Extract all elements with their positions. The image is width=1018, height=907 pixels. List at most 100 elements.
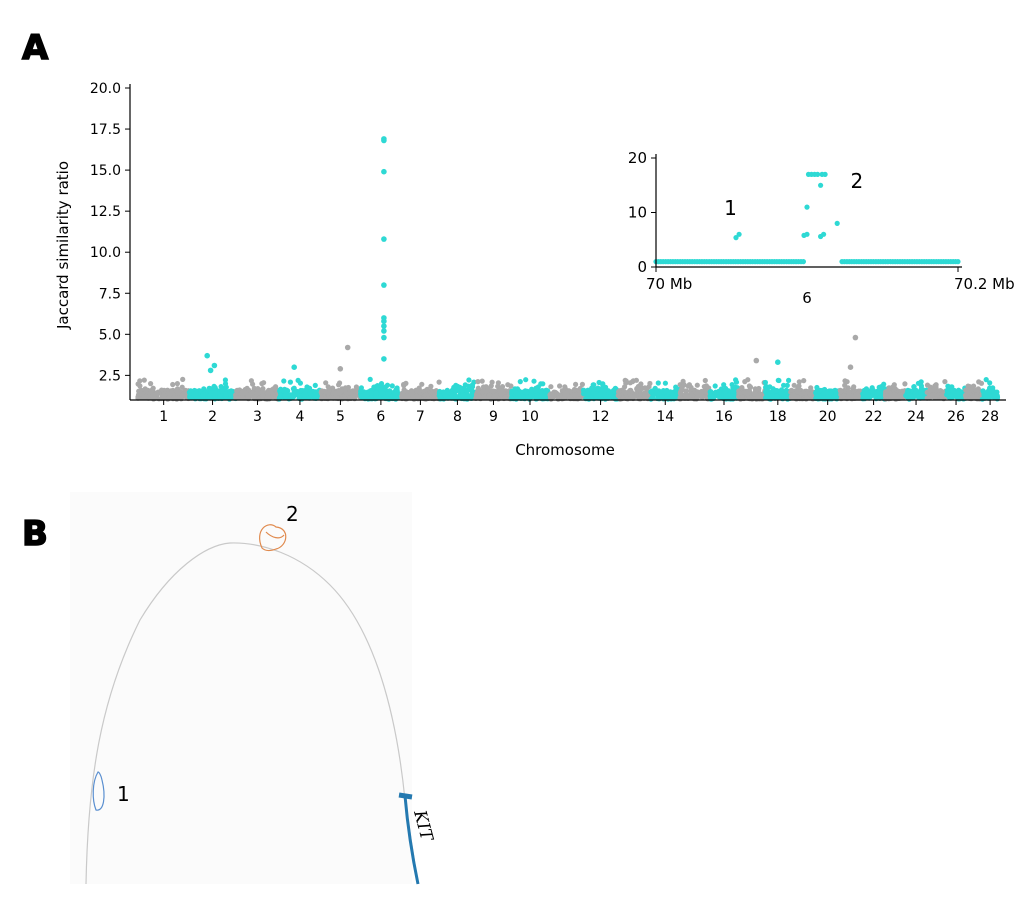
inset-baseline-point — [800, 259, 807, 265]
data-point-chr1 — [137, 383, 143, 389]
data-point-chr11 — [567, 394, 573, 400]
data-point-chr25 — [924, 382, 931, 388]
data-point-chr10 — [514, 390, 520, 396]
data-point-chr13 — [626, 388, 632, 395]
data-point-chr7 — [419, 381, 425, 387]
data-point-chr19 — [801, 378, 807, 384]
data-point-chr1 — [144, 387, 150, 394]
data-point-chr12 — [601, 392, 607, 398]
data-point-chr1 — [136, 391, 142, 397]
inset-y-tick-label: 10 — [628, 204, 647, 222]
inset-annotation-2: 2 — [850, 169, 863, 193]
data-point-chr2 — [206, 385, 212, 391]
highlight-point-chr21 — [847, 364, 854, 371]
data-point-chr11 — [579, 381, 586, 387]
data-point-chr24 — [906, 396, 912, 402]
data-point-chr10 — [523, 377, 529, 383]
data-point-chr16 — [721, 382, 727, 388]
data-point-chr23 — [885, 387, 892, 394]
data-point-chr7 — [436, 379, 442, 385]
data-point-chr15 — [701, 384, 707, 390]
data-point-chr7 — [414, 388, 420, 394]
chromatin-structure-panel: 2 1 KIT — [70, 492, 437, 885]
highlight-point-chr18 — [775, 359, 781, 366]
data-point-chr19 — [791, 382, 797, 388]
highlight-point-chr17 — [753, 357, 760, 364]
data-point-chr10 — [529, 386, 535, 392]
x-tick-label: 5 — [336, 409, 345, 425]
data-point-chr23 — [902, 381, 908, 387]
data-point-chr6 — [378, 383, 384, 389]
inset-y-tick-label: 20 — [628, 149, 647, 167]
data-point-chr19 — [792, 394, 799, 400]
data-point-chr23 — [896, 392, 903, 398]
data-point-chr9 — [479, 378, 485, 384]
data-point-chr9 — [495, 380, 501, 386]
x-tick-label: 1 — [159, 409, 168, 425]
data-point-chr1 — [148, 381, 154, 387]
data-point-chr5 — [335, 390, 341, 396]
data-point-chr4 — [281, 378, 287, 384]
data-point-chr11 — [557, 383, 563, 389]
data-point-chr25 — [942, 379, 948, 385]
data-point-chr28 — [986, 393, 993, 399]
data-point-chr2 — [200, 391, 207, 397]
data-point-chr9 — [500, 389, 506, 395]
data-point-chr20 — [820, 395, 826, 401]
data-point-chr8 — [448, 391, 455, 397]
data-point-chr18 — [779, 391, 786, 397]
data-point-chr6 — [373, 390, 379, 396]
data-point-chr2 — [191, 391, 197, 397]
x-tick-label: 9 — [489, 409, 498, 425]
data-point-chr1 — [170, 381, 176, 388]
data-point-chr26 — [954, 391, 960, 397]
highlight-point-chr21 — [852, 334, 859, 341]
inset-data-point — [822, 171, 828, 177]
data-point-chr17 — [746, 388, 752, 394]
data-point-chr1 — [174, 388, 180, 394]
data-point-chr27 — [965, 383, 971, 389]
data-point-chr11 — [548, 384, 554, 390]
inset-data-point — [804, 204, 810, 210]
x-axis-title: Chromosome — [515, 441, 615, 459]
data-point-chr9 — [479, 389, 485, 395]
data-point-chr12 — [585, 390, 591, 397]
data-point-chr21 — [849, 394, 855, 400]
data-point-chr14 — [669, 390, 675, 396]
highlight-point-chr5 — [337, 366, 344, 372]
data-point-chr16 — [733, 379, 740, 385]
data-point-chr17 — [756, 385, 762, 392]
data-point-chr24 — [915, 380, 922, 386]
data-point-chr13 — [641, 393, 648, 399]
data-point-chr12 — [589, 385, 595, 391]
data-point-chr2 — [217, 394, 223, 400]
data-point-chr15 — [689, 392, 695, 398]
data-point-chr9 — [475, 385, 481, 391]
x-tick-label: 7 — [416, 409, 425, 425]
data-point-chr10 — [533, 394, 540, 400]
data-point-chr24 — [905, 387, 911, 393]
data-point-chr28 — [990, 385, 996, 391]
data-point-chr3 — [245, 394, 251, 400]
kit-gene-start-marker — [398, 792, 413, 800]
data-point-chr24 — [911, 384, 917, 390]
data-point-chr7 — [401, 383, 407, 389]
data-point-chr15 — [678, 390, 684, 396]
data-point-chr9 — [475, 379, 481, 385]
data-point-chr13 — [622, 377, 628, 383]
data-point-chr25 — [930, 388, 936, 394]
highlight-point-chr2 — [211, 362, 218, 369]
highlight-point-chr2 — [204, 352, 210, 359]
data-point-chr4 — [287, 379, 293, 385]
data-point-chr2 — [194, 395, 200, 401]
data-point-chr17 — [737, 390, 743, 396]
data-point-chr22 — [881, 381, 887, 387]
data-point-chr16 — [712, 383, 718, 389]
data-point-chr3 — [248, 378, 254, 384]
data-point-chr6 — [384, 382, 391, 388]
y-tick-label: 5.0 — [99, 327, 121, 343]
highlight-point-chr4 — [291, 364, 298, 371]
inset-data-point — [834, 220, 840, 226]
data-point-chr19 — [794, 389, 801, 395]
y-tick-label: 15.0 — [90, 163, 121, 179]
